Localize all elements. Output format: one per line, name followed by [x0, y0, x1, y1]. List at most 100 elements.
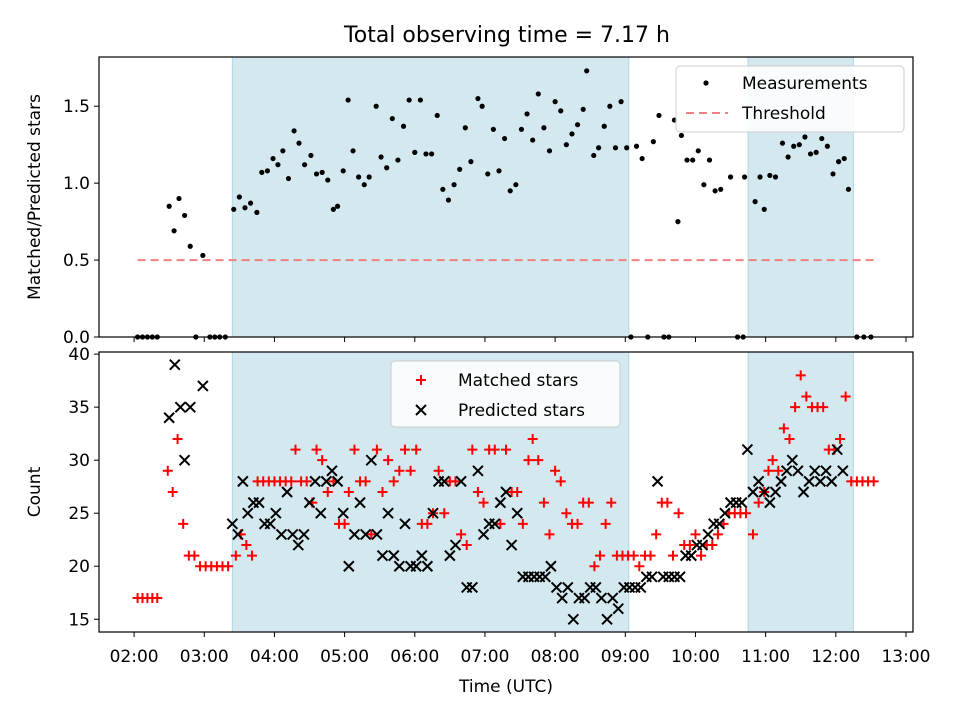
- matched-star-point: [634, 561, 645, 572]
- predicted-star-point: [635, 581, 647, 594]
- predicted-star-point: [511, 507, 523, 519]
- matched-star-point: [555, 476, 566, 487]
- predicted-star-point: [449, 539, 462, 551]
- measurement-point: [254, 209, 260, 215]
- matched-star-point: [527, 433, 538, 444]
- predicted-star-point: [713, 518, 726, 530]
- measurement-point: [656, 112, 662, 119]
- matched-star-point: [501, 444, 511, 455]
- predicted-star-point: [298, 528, 310, 541]
- matched-star-point: [835, 433, 846, 444]
- matched-star-point: [748, 529, 759, 540]
- matched-star-point: [422, 518, 433, 529]
- matched-star-point: [684, 540, 695, 551]
- predicted-star-point: [393, 560, 406, 572]
- x-tick-label: 04:00: [250, 647, 299, 667]
- matched-star-point: [801, 391, 812, 402]
- top-panel-matched-predicted-ratio: 0.0 0.5 1.0 1.5 Matched/Predicted stars Measu…: [25, 56, 914, 348]
- measurement-point: [406, 97, 412, 103]
- measurement-point: [334, 203, 341, 209]
- matched-star-point: [561, 508, 572, 519]
- predicted-star-point: [489, 518, 501, 530]
- matched-star-point: [405, 465, 416, 476]
- axes-frame: [98, 351, 914, 633]
- predicted-star-point: [578, 592, 591, 604]
- measurement-point: [701, 182, 707, 188]
- matched-star-point: [784, 433, 795, 444]
- measurement-point: [563, 142, 569, 148]
- measurement-point: [187, 243, 193, 249]
- matched-star-point: [301, 476, 312, 487]
- predicted-star-point: [556, 592, 568, 604]
- x-tick-label: 11:00: [741, 647, 790, 667]
- predicted-star-point: [780, 465, 793, 477]
- predicted-star-point: [741, 443, 754, 456]
- matched-star-point: [628, 550, 639, 561]
- predicted-star-point: [651, 475, 664, 488]
- matched-star-point: [478, 497, 489, 508]
- legend-label-matched: Matched stars: [458, 371, 578, 391]
- matched-star-point: [322, 487, 333, 497]
- predicted-star-point: [814, 475, 827, 488]
- measurement-point: [779, 140, 786, 146]
- measurement-point: [591, 152, 597, 159]
- matched-star-point: [377, 487, 388, 497]
- matched-star-point: [790, 402, 801, 413]
- matched-star-point: [512, 487, 523, 497]
- matched-star-point: [317, 455, 328, 466]
- predicted-star-point: [253, 496, 265, 509]
- measurement-point: [361, 182, 367, 188]
- matched-star-point: [544, 529, 555, 540]
- measurement-point: [171, 228, 177, 234]
- y-tick-label: 20: [68, 557, 90, 577]
- measurement-point: [819, 135, 825, 142]
- measurement-point: [451, 182, 457, 188]
- measurement-point: [607, 103, 613, 109]
- matched-star-point: [349, 444, 360, 455]
- measurement-point: [429, 151, 435, 157]
- measurement-point: [468, 159, 474, 165]
- x-tick-label: 09:00: [601, 647, 650, 667]
- matched-star-point: [668, 550, 679, 561]
- y-tick-label: 1.5: [63, 97, 90, 117]
- matched-star-point: [461, 540, 472, 551]
- measurement-point: [330, 206, 336, 212]
- matched-star-point: [707, 540, 718, 551]
- predicted-star-point: [292, 539, 304, 551]
- predicted-star-point: [786, 454, 799, 466]
- measurement-point: [836, 159, 842, 165]
- matched-star-point: [172, 433, 183, 444]
- x-tick-label: 07:00: [460, 647, 509, 667]
- measurement-point: [356, 174, 362, 180]
- predicted-star-point: [169, 359, 181, 371]
- matched-star-point: [533, 455, 544, 466]
- measurement-point: [785, 154, 791, 160]
- predicted-star-point: [590, 581, 602, 594]
- measurement-point: [280, 148, 286, 154]
- measurement-point: [690, 157, 696, 163]
- predicted-star-point: [752, 475, 765, 488]
- measurement-point: [350, 148, 356, 154]
- legend-marker-predicted: [415, 404, 427, 416]
- legend-box: [675, 65, 905, 133]
- y-tick-label: 30: [68, 451, 90, 471]
- predicted-star-point: [803, 475, 815, 488]
- predicted-star-point: [769, 486, 782, 498]
- predicted-star-point: [825, 475, 838, 488]
- predicted-star-point: [416, 549, 428, 562]
- measurement-point: [242, 205, 248, 211]
- measurement-point: [706, 157, 713, 163]
- measurement-point: [830, 171, 836, 177]
- measurement-point: [236, 194, 242, 200]
- measurement-point: [264, 168, 271, 174]
- predicted-star-point: [702, 528, 714, 541]
- measurement-point: [633, 143, 640, 149]
- measurement-point: [496, 168, 502, 174]
- predicted-star-point: [399, 518, 411, 530]
- measurement-point: [580, 106, 586, 112]
- measurement-point: [259, 169, 265, 175]
- predicted-star-point: [174, 401, 187, 413]
- measurement-point: [176, 195, 182, 202]
- matched-star-point: [523, 455, 534, 466]
- predicted-star-point: [719, 507, 731, 519]
